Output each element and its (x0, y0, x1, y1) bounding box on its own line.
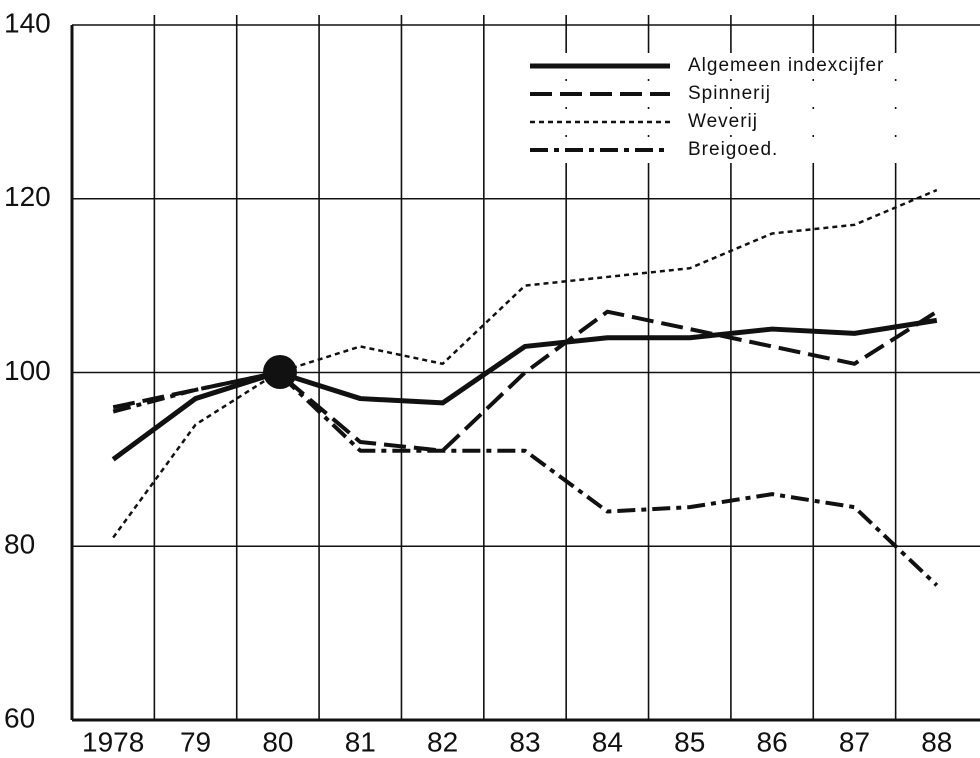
x-tick-label: 79 (180, 726, 211, 757)
x-tick-label: 88 (921, 726, 952, 757)
series-line (112, 188, 938, 539)
x-tick-label: 84 (592, 726, 623, 757)
legend-label: Weverij (688, 111, 758, 132)
x-tick-label: 81 (345, 726, 376, 757)
y-tick-label: 100 (4, 355, 51, 386)
legend-label: Breigoed. (688, 139, 778, 160)
x-tick-label: 1978 (82, 726, 144, 757)
series-line (112, 370, 939, 587)
legend-label: Spinnerij (688, 83, 771, 104)
x-tick-label: 80 (262, 726, 293, 757)
x-tick-label: 82 (427, 726, 458, 757)
y-tick-label: 80 (4, 529, 35, 560)
x-tick-label: 85 (674, 726, 705, 757)
legend-label: Algemeen indexcijfer (688, 55, 884, 76)
y-tick-label: 140 (4, 7, 51, 38)
x-tick-label: 86 (757, 726, 788, 757)
series-line (111, 317, 938, 462)
x-tick-label: 83 (509, 726, 540, 757)
y-tick-label: 120 (4, 181, 51, 212)
y-tick-label: 60 (4, 702, 35, 733)
x-tick-label: 87 (839, 726, 870, 757)
